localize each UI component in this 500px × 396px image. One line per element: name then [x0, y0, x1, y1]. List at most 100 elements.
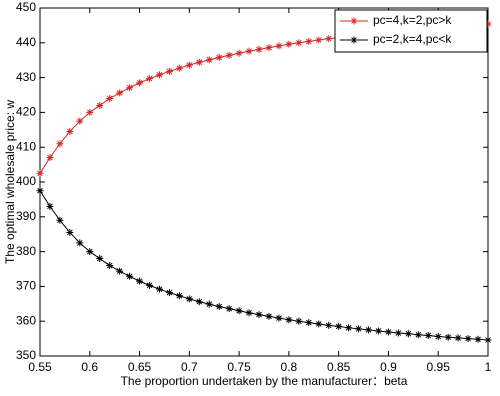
marker [56, 140, 64, 148]
x-axis-label: The proportion undertaken by the manufac… [121, 374, 408, 388]
marker [350, 17, 358, 25]
marker [384, 328, 392, 336]
y-tick-label: 430 [16, 70, 36, 84]
marker [46, 154, 54, 162]
marker [66, 128, 74, 136]
marker [185, 295, 193, 303]
y-axis-label: The optimal wholesale price: w [3, 100, 17, 264]
marker [315, 320, 323, 328]
marker [295, 39, 303, 47]
y-tick-label: 400 [16, 174, 36, 188]
x-tick-label: 0.65 [128, 360, 152, 374]
marker [175, 64, 183, 72]
marker [444, 333, 452, 341]
marker [424, 331, 432, 339]
x-tick-label: 0.55 [28, 360, 52, 374]
marker [195, 58, 203, 66]
marker [335, 322, 343, 330]
marker [175, 292, 183, 300]
marker [165, 67, 173, 75]
marker [76, 239, 84, 247]
y-tick-label: 390 [16, 209, 36, 223]
marker [464, 335, 472, 343]
marker [325, 35, 333, 43]
marker [155, 285, 163, 293]
marker [285, 316, 293, 324]
y-tick-label: 420 [16, 105, 36, 119]
marker [235, 49, 243, 57]
marker [146, 75, 154, 83]
marker [195, 298, 203, 306]
marker [96, 101, 104, 109]
marker [66, 228, 74, 236]
marker [454, 334, 462, 342]
y-tick-label: 350 [16, 348, 36, 362]
marker [414, 331, 422, 339]
marker [126, 272, 134, 280]
marker [86, 248, 94, 256]
marker [46, 202, 54, 210]
marker [245, 309, 253, 317]
marker [355, 325, 363, 333]
x-tick-label: 1 [485, 360, 492, 374]
marker [155, 71, 163, 79]
marker [345, 324, 353, 332]
marker [245, 47, 253, 55]
marker [185, 61, 193, 69]
marker [350, 36, 358, 44]
series-line [39, 190, 489, 341]
marker [136, 277, 144, 285]
marker [394, 329, 402, 337]
marker [96, 255, 104, 263]
marker [106, 262, 114, 270]
x-tick-label: 0.7 [181, 360, 198, 374]
y-tick-label: 410 [16, 139, 36, 153]
marker [484, 336, 492, 344]
marker [215, 303, 223, 311]
x-tick-label: 0.85 [327, 360, 351, 374]
y-tick-label: 370 [16, 279, 36, 293]
marker [305, 37, 313, 45]
marker [56, 216, 64, 224]
x-tick-label: 0.9 [380, 360, 397, 374]
legend: pc=4,k=2,pc>k pc=2,k=4,pc<k [334, 9, 488, 53]
marker [275, 314, 283, 322]
marker [36, 169, 44, 177]
marker [265, 312, 273, 320]
marker [285, 40, 293, 48]
marker [76, 117, 84, 125]
marker [295, 317, 303, 325]
marker [374, 327, 382, 335]
marker [265, 44, 273, 52]
x-tick-label: 0.75 [227, 360, 251, 374]
marker [365, 326, 373, 334]
legend-label: pc=2,k=4,pc<k [373, 32, 452, 46]
y-tick-label: 360 [16, 313, 36, 327]
marker [225, 51, 233, 59]
y-tick-label: 440 [16, 35, 36, 49]
marker [305, 319, 313, 327]
x-tick-label: 0.6 [81, 360, 98, 374]
marker [116, 89, 124, 97]
marker [484, 20, 492, 28]
marker [205, 300, 213, 308]
marker [106, 94, 114, 102]
marker [215, 53, 223, 61]
marker [325, 321, 333, 329]
marker [434, 333, 442, 341]
marker [225, 305, 233, 313]
marker [165, 289, 173, 297]
marker [126, 84, 134, 92]
marker [255, 311, 263, 319]
marker [36, 187, 44, 195]
marker [404, 330, 412, 338]
marker [255, 45, 263, 53]
marker [315, 36, 323, 44]
marker [205, 56, 213, 64]
y-tick-label: 380 [16, 244, 36, 258]
marker [86, 108, 94, 116]
legend-label: pc=4,k=2,pc>k [373, 13, 452, 27]
x-tick-label: 0.95 [427, 360, 451, 374]
